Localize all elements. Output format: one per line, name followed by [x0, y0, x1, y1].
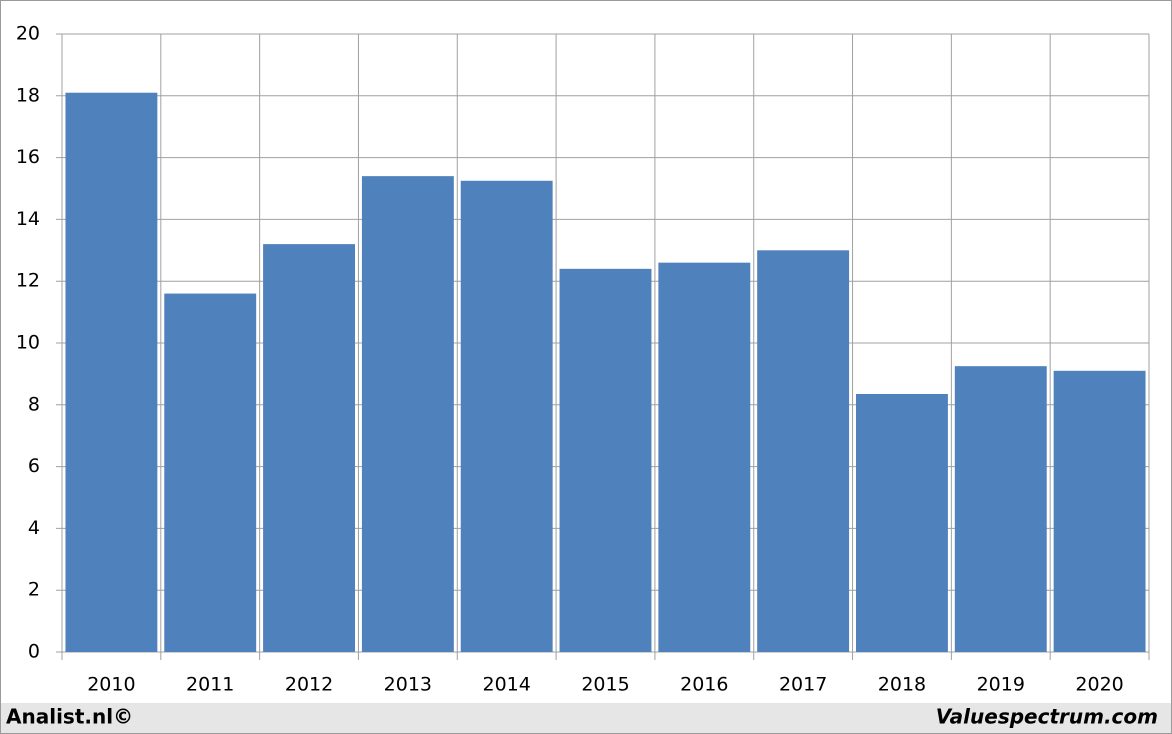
bar	[757, 250, 850, 653]
bar	[263, 244, 355, 652]
y-tick-label: 18	[16, 84, 40, 106]
bar	[954, 366, 1047, 652]
x-tick-label: 2019	[977, 674, 1025, 696]
x-tick-label: 2012	[285, 674, 333, 696]
footer-band	[1, 703, 1171, 733]
bar	[164, 293, 257, 652]
y-tick-label: 4	[28, 517, 40, 539]
x-tick-label: 2017	[779, 674, 827, 696]
y-tick-label: 10	[16, 332, 40, 354]
x-tick-label: 2014	[483, 674, 531, 696]
bar	[65, 92, 158, 652]
y-tick-label: 8	[28, 393, 40, 415]
y-tick-label: 0	[28, 641, 40, 663]
x-tick-label: 2010	[87, 674, 135, 696]
y-tick-label: 12	[16, 270, 40, 292]
bar	[361, 176, 454, 652]
y-tick-label: 20	[16, 23, 40, 45]
x-tick-label: 2011	[186, 674, 234, 696]
bar	[856, 393, 948, 652]
bar	[559, 268, 652, 652]
x-tick-label: 2020	[1075, 674, 1123, 696]
bar	[658, 262, 751, 652]
bar	[1053, 370, 1146, 652]
y-tick-label: 6	[28, 455, 40, 477]
y-tick-label: 16	[16, 146, 40, 168]
x-tick-label: 2015	[581, 674, 629, 696]
y-tick-label: 2	[28, 579, 40, 601]
x-tick-label: 2016	[680, 674, 728, 696]
x-tick-label: 2018	[878, 674, 926, 696]
x-tick-label: 2013	[384, 674, 432, 696]
y-tick-label: 14	[16, 208, 40, 230]
footer-left: Analist.nl©	[6, 705, 133, 729]
footer-right: Valuespectrum.com	[936, 705, 1158, 729]
bar	[460, 180, 553, 652]
